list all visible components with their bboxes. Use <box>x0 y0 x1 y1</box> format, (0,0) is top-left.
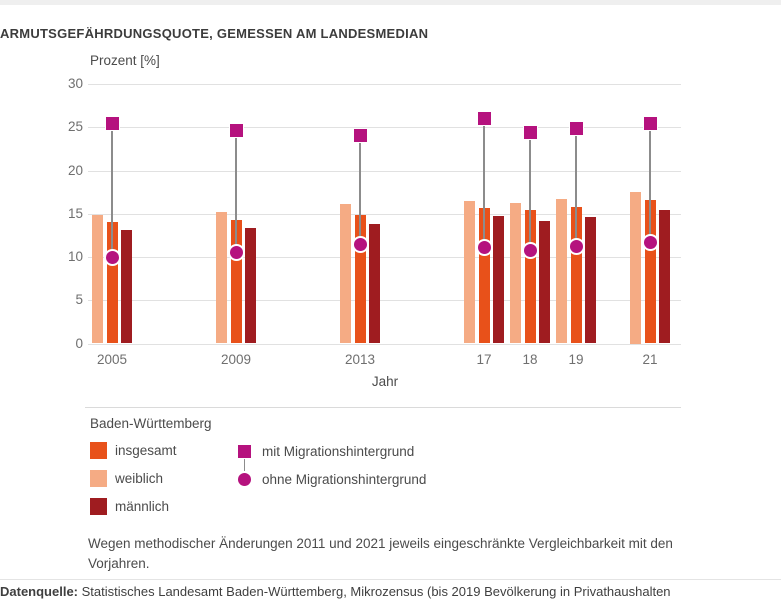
legend-label-weiblich: weiblich <box>115 471 164 486</box>
gridline-0 <box>88 343 681 345</box>
y-tick-label-15: 15 <box>67 205 83 221</box>
legend-title: Baden-Württemberg <box>90 416 212 431</box>
source-bar <box>0 579 781 601</box>
marker-line-2013 <box>359 135 361 245</box>
circle-marker-icon <box>236 471 253 488</box>
bar-männlich-21 <box>659 210 670 344</box>
bar-weiblich-2013 <box>340 204 351 344</box>
bar-insgesamt-2005 <box>106 222 118 344</box>
x-tick-label-17: 17 <box>476 352 492 367</box>
data-source-text: Statistisches Landesamt Baden-Württember… <box>78 584 671 599</box>
top-strip <box>0 0 781 5</box>
circle-marker-2013 <box>351 236 369 254</box>
data-source-label: Datenquelle: <box>0 584 79 599</box>
bar-männlich-19 <box>585 217 596 344</box>
bar-männlich-18 <box>539 220 550 344</box>
data-source: Datenquelle: Statistisches Landesamt Bad… <box>0 584 781 599</box>
y-tick-label-0: 0 <box>75 335 83 351</box>
square-marker-2013 <box>352 127 368 143</box>
bar-insgesamt-19 <box>570 206 582 344</box>
method-note: Wegen methodischer Änderungen 2011 und 2… <box>88 536 673 571</box>
gridline-30 <box>88 84 681 85</box>
marker-line-17 <box>483 118 485 248</box>
square-marker-17 <box>476 111 492 127</box>
y-tick-label-5: 5 <box>75 292 83 308</box>
y-axis-title: Prozent [%] <box>90 53 160 68</box>
bar-insgesamt-17 <box>478 207 490 344</box>
gridline-20 <box>88 170 681 172</box>
x-tick-label-2013: 2013 <box>344 352 376 367</box>
bar-weiblich-18 <box>510 202 521 344</box>
y-tick-label-20: 20 <box>67 162 83 178</box>
bar-insgesamt-21 <box>644 199 656 344</box>
square-marker-18 <box>522 124 538 140</box>
square-marker-2009 <box>228 123 244 139</box>
legend-swatch-männlich <box>90 498 107 515</box>
circle-marker-2005 <box>103 248 121 266</box>
bar-insgesamt-2009 <box>230 219 242 344</box>
legend-label-ohne-migrationshintergrund: ohne Migrationshintergrund <box>262 472 427 487</box>
marker-line-19 <box>575 128 577 247</box>
marker-line-2009 <box>235 130 237 253</box>
bar-männlich-2005 <box>121 230 132 344</box>
bar-männlich-2009 <box>245 228 256 344</box>
y-tick-label-25: 25 <box>67 119 83 135</box>
bar-männlich-17 <box>493 216 504 344</box>
legend-swatch-weiblich <box>90 470 107 487</box>
bar-weiblich-2009 <box>216 212 227 344</box>
marker-line-21 <box>649 123 651 243</box>
bar-insgesamt-2013 <box>354 214 366 344</box>
y-tick-label-10: 10 <box>67 249 83 264</box>
square-marker-19 <box>568 121 584 137</box>
bar-insgesamt-18 <box>524 210 536 344</box>
gridline-10 <box>88 257 681 258</box>
marker-line-2005 <box>111 123 113 257</box>
bar-weiblich-19 <box>556 199 567 344</box>
y-tick-label-30: 30 <box>67 76 83 91</box>
legend-label-mit-migrationshintergrund: mit Migrationshintergrund <box>262 444 415 459</box>
page-title: ARMUTSGEFÄHRDUNGSQUOTE, GEMESSEN AM LAND… <box>0 26 429 41</box>
gridline-5 <box>88 300 681 302</box>
circle-marker-21 <box>641 233 659 251</box>
x-tick-label-2005: 2005 <box>96 352 128 367</box>
bar-weiblich-17 <box>464 200 475 344</box>
gridline-15 <box>88 213 681 215</box>
x-tick-label-19: 19 <box>568 352 584 367</box>
legend-label-insgesamt: insgesamt <box>115 443 177 458</box>
circle-marker-2009 <box>227 244 245 262</box>
circle-marker-19 <box>567 238 585 256</box>
bar-männlich-2013 <box>369 224 380 344</box>
circle-marker-17 <box>475 238 493 256</box>
legend-swatch-insgesamt <box>90 442 107 459</box>
square-marker-icon <box>237 444 252 459</box>
x-tick-label-2009: 2009 <box>220 352 252 367</box>
square-marker-2005 <box>104 116 120 132</box>
gridline-25 <box>88 127 681 129</box>
x-tick-label-21: 21 <box>642 352 658 367</box>
square-marker-21 <box>642 116 658 132</box>
legend-label-männlich: männlich <box>115 499 170 514</box>
x-tick-label-18: 18 <box>522 352 538 367</box>
marker-line-18 <box>529 132 531 251</box>
legend-separator <box>85 407 681 408</box>
circle-marker-18 <box>521 241 539 259</box>
x-axis-title: Jahr <box>371 374 399 389</box>
bar-weiblich-2005 <box>92 215 103 344</box>
bar-weiblich-21 <box>630 192 641 344</box>
legend-marker-connector <box>243 458 245 476</box>
